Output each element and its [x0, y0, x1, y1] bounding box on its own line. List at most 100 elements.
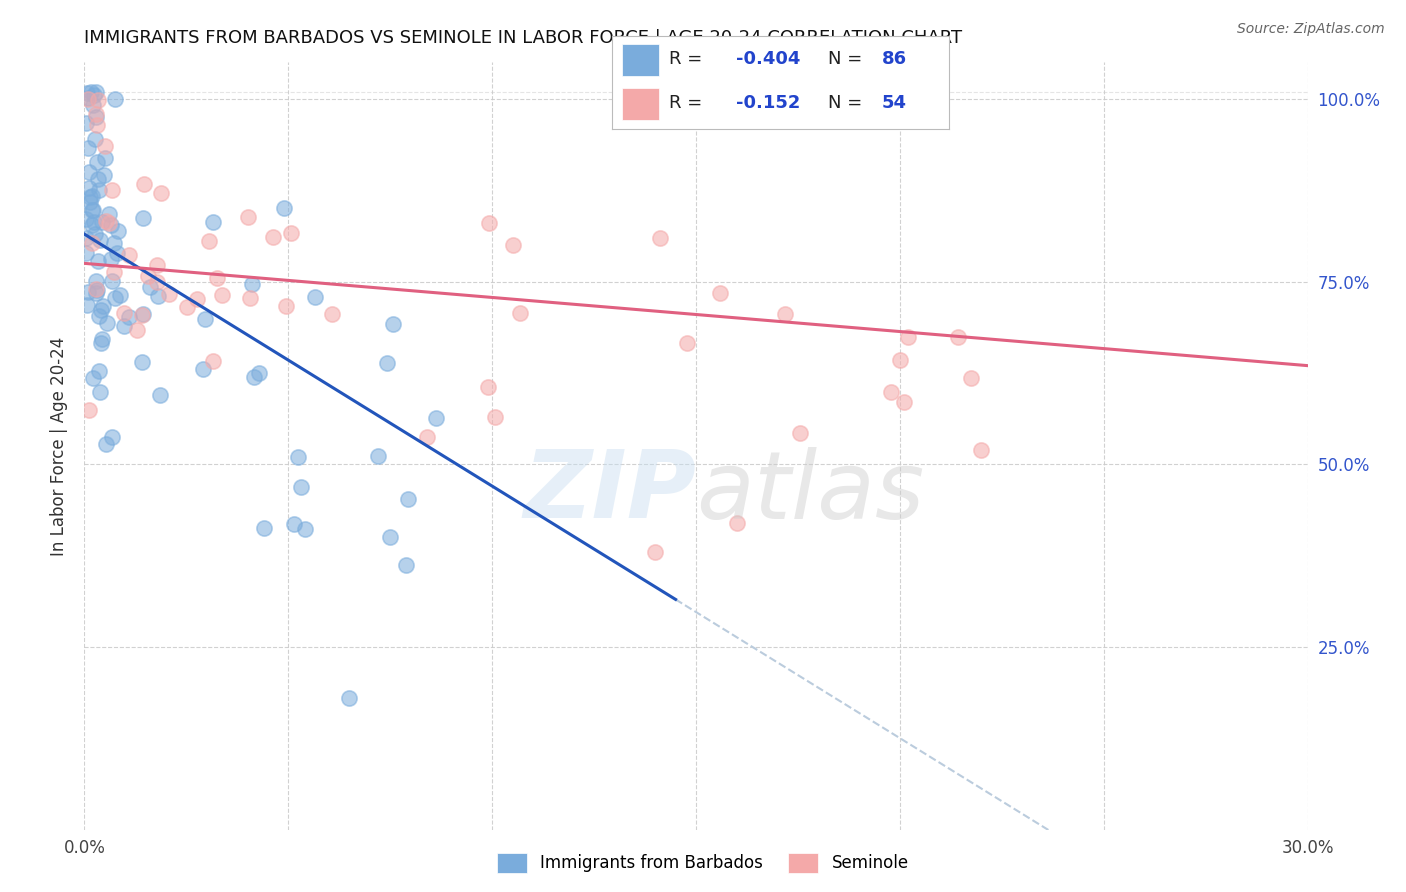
Text: 86: 86 [882, 50, 907, 68]
Point [76, 87, 98, 101]
Point [86, 283, 108, 297]
Point [96, 437, 118, 451]
Point [198, 234, 221, 248]
Point [118, 248, 141, 262]
Point [202, 353, 225, 368]
Point [193, 361, 215, 376]
Point [101, 430, 124, 444]
Point [76, 298, 98, 312]
Point [205, 270, 228, 285]
Point [80, 85, 103, 99]
Point [283, 517, 305, 532]
Point [948, 330, 970, 344]
Point [77, 180, 100, 194]
Point [484, 410, 506, 425]
Point [108, 288, 131, 302]
Point [89, 309, 111, 323]
Point [648, 231, 671, 245]
Point [77, 92, 100, 106]
Point [93, 168, 115, 182]
Point [87, 253, 110, 268]
Point [89, 384, 111, 399]
Point [87, 183, 110, 197]
Text: 54: 54 [882, 95, 907, 112]
Point [149, 186, 172, 201]
Point [321, 307, 343, 321]
Point [243, 370, 266, 384]
Point [478, 216, 501, 230]
Point [146, 275, 169, 289]
Point [118, 310, 141, 324]
Point [396, 491, 419, 506]
Point [107, 224, 129, 238]
Point [82, 98, 104, 112]
Point [136, 268, 159, 283]
Point [304, 290, 326, 304]
Point [287, 450, 309, 465]
Point [84, 281, 107, 295]
Point [84, 285, 107, 300]
Point [77, 164, 100, 178]
Point [96, 316, 118, 330]
Point [132, 211, 155, 226]
Point [127, 323, 149, 337]
Point [91, 215, 114, 229]
Point [84, 227, 107, 242]
Bar [621, 44, 659, 76]
Point [294, 522, 316, 536]
Point [80, 203, 103, 218]
Point [274, 299, 297, 313]
Point [84, 85, 107, 99]
Point [103, 265, 125, 279]
Point [725, 516, 748, 530]
Point [104, 92, 127, 106]
Point [273, 201, 295, 215]
Point [502, 238, 524, 252]
Point [87, 172, 110, 186]
Point [211, 287, 233, 301]
Text: atlas: atlas [696, 447, 924, 538]
Point [75, 116, 97, 130]
Text: R =: R = [669, 95, 714, 112]
Point [76, 91, 98, 105]
Point [87, 93, 110, 107]
Point [82, 218, 104, 232]
Point [970, 442, 993, 457]
Point [84, 274, 107, 288]
Point [77, 141, 100, 155]
Point [77, 403, 100, 417]
Point [101, 274, 124, 288]
Point [79, 189, 101, 203]
Point [375, 356, 398, 370]
Point [100, 218, 122, 232]
Point [339, 691, 361, 706]
Point [104, 292, 127, 306]
Point [94, 151, 117, 165]
Point [897, 329, 920, 343]
Point [83, 132, 105, 146]
Point [239, 291, 262, 305]
Text: N =: N = [828, 50, 868, 68]
Point [240, 277, 263, 291]
Point [86, 118, 108, 132]
Text: -0.404: -0.404 [737, 50, 801, 68]
Text: ZIP: ZIP [523, 446, 696, 538]
Point [91, 332, 114, 346]
Point [75, 211, 97, 226]
Point [83, 215, 105, 229]
Point [91, 299, 114, 313]
Y-axis label: In Labor Force | Age 20-24: In Labor Force | Age 20-24 [49, 336, 67, 556]
Point [893, 394, 915, 409]
Point [380, 530, 402, 544]
Point [82, 203, 104, 218]
Point [889, 352, 911, 367]
Point [789, 426, 811, 441]
Point [84, 110, 107, 124]
Point [90, 336, 112, 351]
Point [82, 189, 104, 203]
Point [290, 480, 312, 494]
Point [146, 259, 169, 273]
Point [880, 384, 903, 399]
Point [80, 235, 103, 250]
Point [107, 246, 129, 260]
